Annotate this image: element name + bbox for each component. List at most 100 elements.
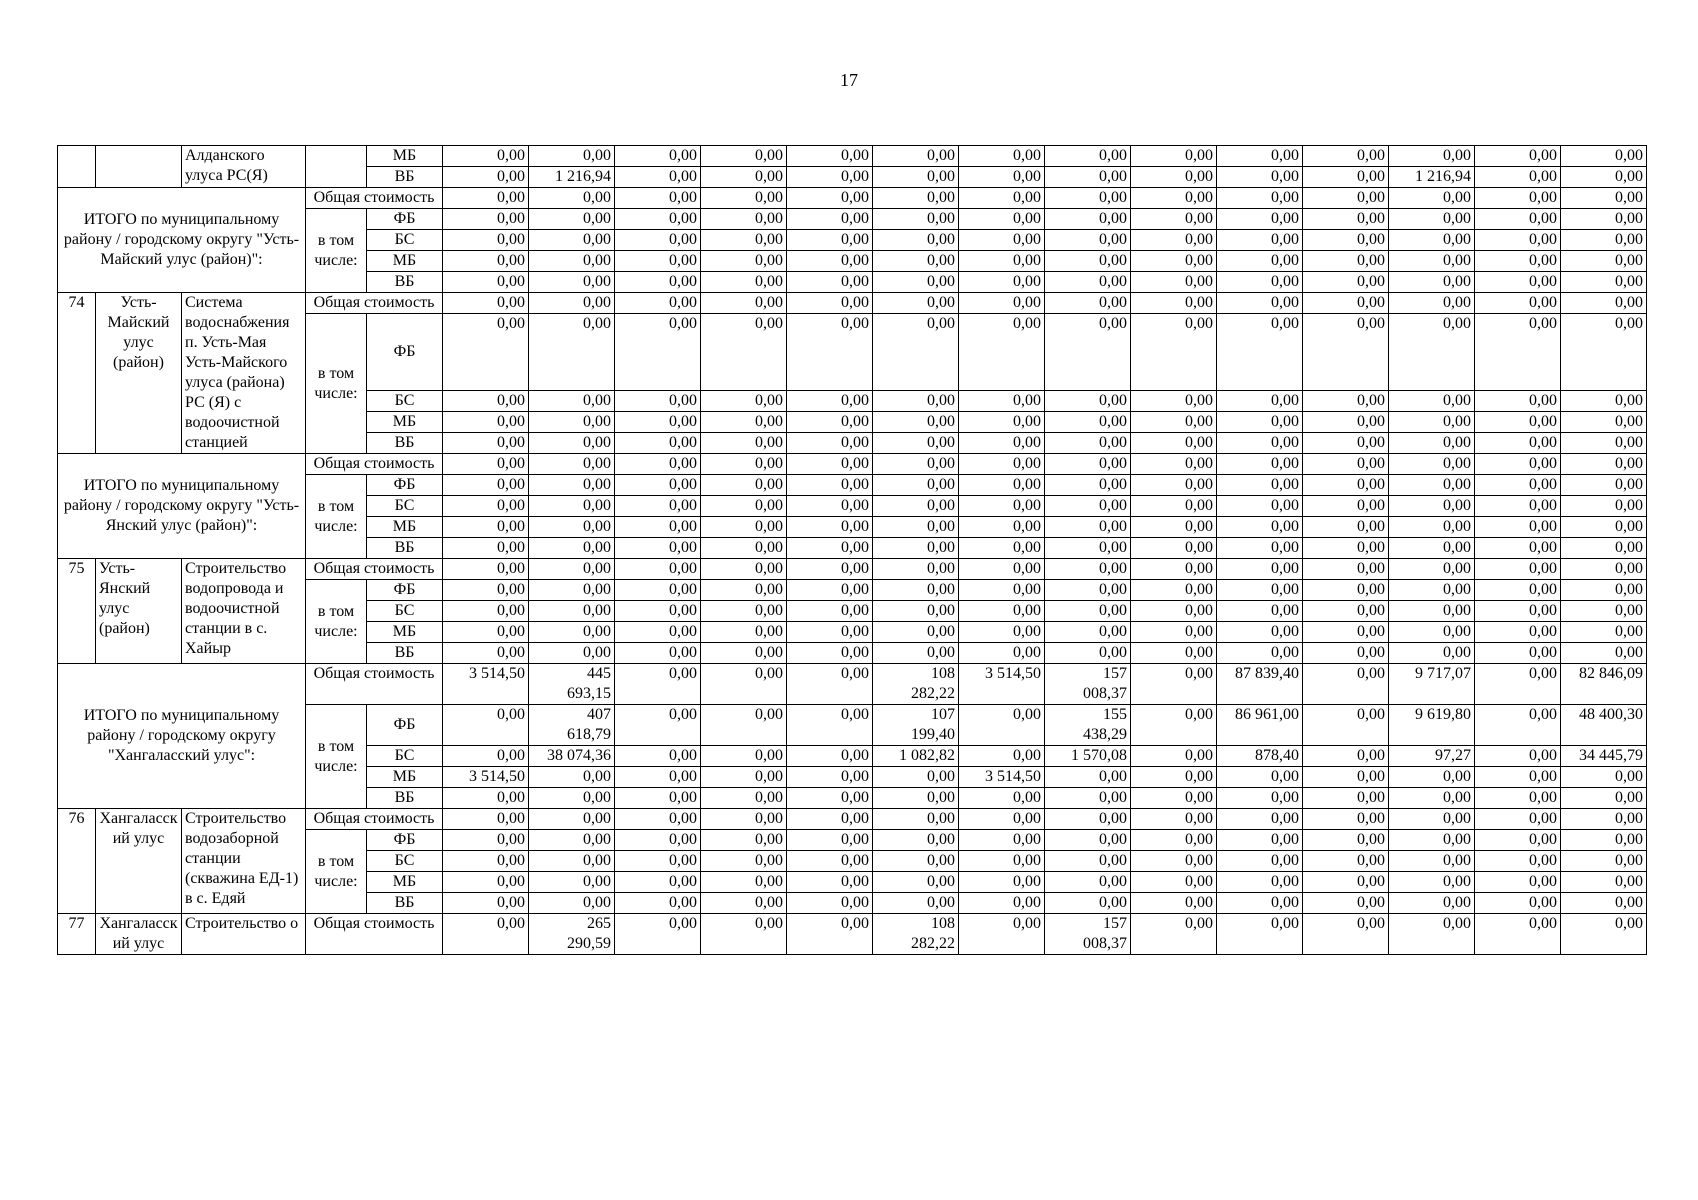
district-name: Хангаласский улус bbox=[95, 808, 182, 914]
value-cell: 0,00 bbox=[1302, 579, 1389, 601]
value-cell: 0,00 bbox=[958, 292, 1045, 314]
total-row: ИТОГО по муниципальному району / городск… bbox=[57, 453, 1647, 559]
value-cell: 0,00 bbox=[1302, 453, 1389, 475]
value-cell: 0,00 bbox=[1302, 250, 1389, 272]
value-cell: 0,00 bbox=[1474, 145, 1561, 167]
value-cell: 0,00 bbox=[700, 787, 787, 809]
value-cell: 0,00 bbox=[1560, 829, 1647, 851]
value-cell: 0,00 bbox=[958, 495, 1045, 517]
value-cell: 0,00 bbox=[442, 208, 529, 230]
value-cell: 0,00 bbox=[786, 432, 873, 454]
value-cell: 0,00 bbox=[442, 808, 529, 830]
value-cell: 0,00 bbox=[528, 250, 615, 272]
value-cell: 0,00 bbox=[528, 642, 615, 664]
value-cell: 0,00 bbox=[614, 166, 701, 188]
value-cell: 0,00 bbox=[786, 453, 873, 475]
value-cell: 0,00 bbox=[872, 537, 959, 559]
table-row: МБ 0,00 0,00 0,00 0,00 0,00 0,00 0,00 0,00 0,00 0,… bbox=[58, 871, 1647, 893]
value-cell: 0,00 bbox=[1474, 913, 1561, 955]
district-name: Хангаласский улус bbox=[95, 913, 182, 955]
total-label: ИТОГО по муниципальному району / городск… bbox=[57, 453, 306, 559]
value-cell: 9 619,80 bbox=[1388, 704, 1475, 746]
value-cell: 0,00 bbox=[1044, 187, 1131, 209]
value-cell: 0,00 bbox=[700, 892, 787, 914]
value-cell: 0,00 bbox=[1130, 600, 1217, 622]
total-row: МБ 3 514,50 0,00 0,00 0,00 0,00 0,00 3 514,50 0,… bbox=[58, 766, 1647, 788]
fund-label: БС bbox=[366, 745, 443, 767]
value-cell: 0,00 bbox=[1474, 871, 1561, 893]
total-label: ИТОГО по муниципальному району / городск… bbox=[57, 663, 306, 809]
value-cell: 0,00 bbox=[1560, 411, 1647, 433]
value-cell: 0,00 bbox=[700, 166, 787, 188]
value-cell: 0,00 bbox=[872, 292, 959, 314]
value-cell: 0,00 bbox=[1216, 642, 1303, 664]
table-row: 77 Хангаласский улус Строительство о Общая … bbox=[57, 913, 1647, 955]
value-cell: 0,00 bbox=[1130, 537, 1217, 559]
value-cell: 0,00 bbox=[614, 411, 701, 433]
value-cell: 0,00 bbox=[958, 411, 1045, 433]
table-row: 76 Хангаласский улус Строительство водозаб… bbox=[57, 808, 1647, 914]
value-cell: 0,00 bbox=[442, 704, 529, 746]
value-cell: 0,00 bbox=[958, 516, 1045, 538]
value-cell: 0,00 bbox=[1302, 787, 1389, 809]
value-cell: 0,00 bbox=[786, 808, 873, 830]
object-name: Система водоснабжения п. Усть-Мая Усть-М… bbox=[181, 292, 306, 454]
value-cell: 0,00 bbox=[786, 474, 873, 496]
value-cell: 0,00 bbox=[1474, 829, 1561, 851]
value-cell: 0,00 bbox=[872, 208, 959, 230]
value-cell: 0,00 bbox=[1474, 250, 1561, 272]
value-cell: 0,00 bbox=[786, 621, 873, 643]
value-cell: 0,00 bbox=[1560, 600, 1647, 622]
value-cell: 0,00 bbox=[1560, 495, 1647, 517]
value-cell: 0,00 bbox=[1474, 579, 1561, 601]
value-cell: 0,00 bbox=[528, 187, 615, 209]
value-cell: 0,00 bbox=[1302, 166, 1389, 188]
value-cell: 48 400,30 bbox=[1560, 704, 1647, 746]
value-cell: 0,00 bbox=[1302, 390, 1389, 412]
value-cell: 0,00 bbox=[1216, 829, 1303, 851]
value-cell: 0,00 bbox=[1044, 208, 1131, 230]
including-label: в том числе: bbox=[305, 579, 367, 664]
value-cell: 0,00 bbox=[958, 745, 1045, 767]
value-cell: 0,00 bbox=[528, 229, 615, 251]
value-cell: 9 717,07 bbox=[1388, 663, 1475, 705]
object-name: Строительство водопровода и водоочистной… bbox=[181, 558, 306, 664]
value-cell: 0,00 bbox=[1216, 390, 1303, 412]
value-cell: 0,00 bbox=[1388, 808, 1475, 830]
fund-label: МБ bbox=[366, 145, 443, 167]
value-cell: 0,00 bbox=[1302, 621, 1389, 643]
value-cell: 0,00 bbox=[1388, 871, 1475, 893]
value-cell: 0,00 bbox=[442, 229, 529, 251]
value-cell: 0,00 bbox=[1474, 787, 1561, 809]
value-cell: 0,00 bbox=[1130, 704, 1217, 746]
value-cell: 0,00 bbox=[786, 850, 873, 872]
total-row: ВБ 0,00 0,00 0,00 0,00 0,00 0,00 0,00 0,00 0,00 0,… bbox=[58, 271, 1647, 293]
value-cell: 0,00 bbox=[1302, 495, 1389, 517]
value-cell: 0,00 bbox=[442, 829, 529, 851]
value-cell: 0,00 bbox=[1560, 250, 1647, 272]
value-cell: 0,00 bbox=[1388, 787, 1475, 809]
total-row: БС 0,00 0,00 0,00 0,00 0,00 0,00 0,00 0,00 0,00 0,… bbox=[58, 495, 1647, 517]
value-cell: 0,00 bbox=[1044, 829, 1131, 851]
value-cell: 0,00 bbox=[700, 208, 787, 230]
value-cell: 0,00 bbox=[1130, 913, 1217, 955]
value-cell: 0,00 bbox=[1474, 166, 1561, 188]
total-cost-label: Общая стоимость bbox=[305, 913, 443, 955]
value-cell: 0,00 bbox=[1388, 537, 1475, 559]
value-cell: 0,00 bbox=[442, 495, 529, 517]
value-cell: 0,00 bbox=[786, 250, 873, 272]
value-cell: 0,00 bbox=[442, 187, 529, 209]
value-cell: 0,00 bbox=[1474, 313, 1561, 391]
value-cell: 0,00 bbox=[1388, 145, 1475, 167]
value-cell: 0,00 bbox=[528, 145, 615, 167]
value-cell: 0,00 bbox=[442, 271, 529, 293]
value-cell: 0,00 bbox=[1474, 704, 1561, 746]
value-cell: 0,00 bbox=[958, 390, 1045, 412]
value-cell: 0,00 bbox=[1302, 558, 1389, 580]
value-cell: 0,00 bbox=[1216, 313, 1303, 391]
value-cell: 0,00 bbox=[958, 787, 1045, 809]
value-cell: 0,00 bbox=[786, 516, 873, 538]
value-cell: 0,00 bbox=[958, 250, 1045, 272]
value-cell: 0,00 bbox=[442, 145, 529, 167]
value-cell: 0,00 bbox=[1560, 913, 1647, 955]
